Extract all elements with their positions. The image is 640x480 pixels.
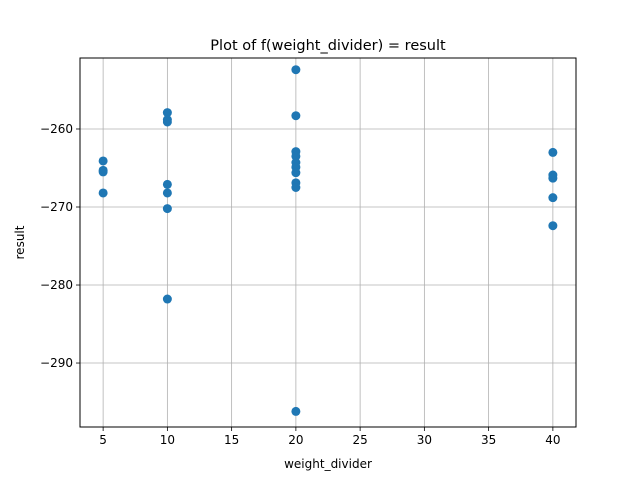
x-tick-label: 20: [288, 433, 303, 447]
data-point: [98, 156, 108, 166]
data-point: [162, 204, 172, 214]
data-points: [98, 65, 558, 416]
data-point: [548, 221, 558, 231]
data-point: [291, 183, 301, 193]
data-point: [98, 188, 108, 198]
y-axis-label: result: [13, 225, 27, 259]
data-point: [291, 168, 301, 178]
x-tick-label: 5: [99, 433, 107, 447]
chart-title: Plot of f(weight_divider) = result: [210, 38, 446, 54]
x-tick-label: 10: [160, 433, 175, 447]
x-tick-label: 30: [417, 433, 432, 447]
x-axis-label: weight_divider: [284, 457, 372, 471]
data-point: [162, 294, 172, 304]
data-point: [162, 108, 172, 118]
data-point: [291, 65, 301, 75]
x-tick-label: 15: [224, 433, 239, 447]
y-tick-label: −260: [40, 122, 73, 136]
x-axis-ticks: 5 10 15 20 25 30 35 40: [99, 427, 561, 447]
x-tick-label: 35: [481, 433, 496, 447]
data-point: [98, 167, 108, 177]
x-tick-label: 40: [545, 433, 560, 447]
x-tick-label: 25: [352, 433, 367, 447]
data-point: [291, 111, 301, 121]
plot-frame: [79, 57, 577, 428]
data-point: [291, 151, 301, 161]
data-point: [548, 193, 558, 203]
y-tick-label: −270: [40, 200, 73, 214]
y-tick-label: −290: [40, 356, 73, 370]
data-point: [162, 179, 172, 189]
data-point: [162, 117, 172, 127]
data-point: [291, 406, 301, 416]
data-point: [548, 173, 558, 183]
data-point: [162, 188, 172, 198]
y-tick-label: −280: [40, 278, 73, 292]
data-point: [548, 147, 558, 157]
y-axis-ticks: −290 −280 −270 −260: [40, 122, 80, 370]
